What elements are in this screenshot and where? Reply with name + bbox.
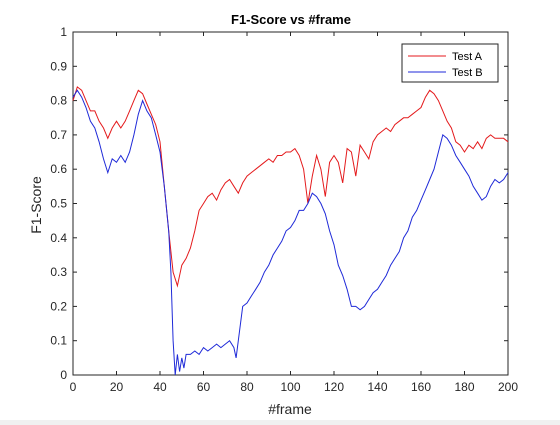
y-tick-label: 0.4 <box>50 231 67 245</box>
x-tick-label: 0 <box>70 380 77 394</box>
x-tick-label: 60 <box>197 380 211 394</box>
plot-frame <box>72 31 509 376</box>
legend-label: Test B <box>452 67 483 79</box>
series-line-test-a <box>72 86 509 288</box>
x-tick-label: 20 <box>110 380 124 394</box>
chart-title: F1-Score vs #frame <box>231 12 351 27</box>
y-tick-label: 0.3 <box>50 265 67 279</box>
y-tick-label: 0.5 <box>50 197 67 211</box>
y-tick-label: 0.7 <box>50 128 67 142</box>
legend-box <box>401 43 499 83</box>
y-tick-label: 0.1 <box>50 334 67 348</box>
y-tick-label: 1 <box>60 25 67 39</box>
x-axis-label: #frame <box>268 401 312 417</box>
x-tick-label: 200 <box>498 380 518 394</box>
y-tick-label: 0.8 <box>50 94 67 108</box>
x-tick-label: 100 <box>280 380 300 394</box>
y-tick-label: 0 <box>60 368 67 382</box>
x-tick-label: 40 <box>153 380 167 394</box>
x-tick-label: 120 <box>324 380 344 394</box>
x-tick-label: 140 <box>367 380 387 394</box>
y-axis-label: F1-Score <box>28 176 44 234</box>
x-tick-label: 180 <box>454 380 474 394</box>
series-line-test-b <box>72 89 509 376</box>
legend-label: Test A <box>452 51 483 63</box>
x-tick-label: 160 <box>411 380 431 394</box>
y-tick-label: 0.9 <box>50 59 67 73</box>
plot-area: 0 20 40 60 80 100 120 140 160 180 200 0 0.1 0.2 0.3 0.4… <box>50 25 518 394</box>
y-tick-label: 0.6 <box>50 162 67 176</box>
y-tick-label: 0.2 <box>50 299 67 313</box>
x-tick-label: 80 <box>240 380 254 394</box>
